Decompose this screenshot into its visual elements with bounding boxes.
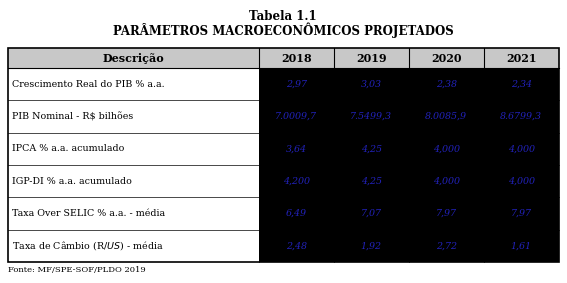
Text: 4,25: 4,25 xyxy=(361,144,382,153)
Text: Descrição: Descrição xyxy=(103,53,164,63)
Text: 2,38: 2,38 xyxy=(435,80,456,89)
Text: PARÂMETROS MACROECONÔMICOS PROJETADOS: PARÂMETROS MACROECONÔMICOS PROJETADOS xyxy=(113,22,454,38)
Text: 8.0085,9: 8.0085,9 xyxy=(425,112,467,121)
Text: 4,000: 4,000 xyxy=(433,177,459,186)
Bar xyxy=(8,230,259,262)
Text: 4,200: 4,200 xyxy=(283,177,310,186)
Bar xyxy=(259,165,559,197)
Text: IGP-DI % a.a. acumulado: IGP-DI % a.a. acumulado xyxy=(12,177,132,186)
Text: Taxa Over SELIC % a.a. - média: Taxa Over SELIC % a.a. - média xyxy=(12,209,165,218)
Text: 2019: 2019 xyxy=(356,53,387,63)
Bar xyxy=(259,230,559,262)
Text: Taxa de Câmbio (R$/US$) - média: Taxa de Câmbio (R$/US$) - média xyxy=(12,239,164,252)
Text: 7.0009,7: 7.0009,7 xyxy=(275,112,317,121)
Text: 2018: 2018 xyxy=(281,53,311,63)
Text: 7.5499,3: 7.5499,3 xyxy=(350,112,392,121)
Text: 1,61: 1,61 xyxy=(511,241,532,250)
Text: 6,49: 6,49 xyxy=(286,209,307,218)
Text: Crescimento Real do PIB % a.a.: Crescimento Real do PIB % a.a. xyxy=(12,80,164,89)
Bar xyxy=(8,100,259,133)
Text: 4,000: 4,000 xyxy=(433,144,459,153)
Text: 7,97: 7,97 xyxy=(511,209,532,218)
Text: 2,97: 2,97 xyxy=(286,80,307,89)
Text: 2,72: 2,72 xyxy=(435,241,456,250)
Text: 7,97: 7,97 xyxy=(435,209,456,218)
Bar xyxy=(259,197,559,230)
Bar xyxy=(8,165,259,197)
Bar xyxy=(8,133,259,165)
Text: 2020: 2020 xyxy=(431,53,462,63)
Text: 8.6799,3: 8.6799,3 xyxy=(500,112,542,121)
Text: Fonte: MF/SPE-SOF/PLDO 2019: Fonte: MF/SPE-SOF/PLDO 2019 xyxy=(8,266,146,274)
Text: 1,92: 1,92 xyxy=(361,241,382,250)
Bar xyxy=(259,133,559,165)
Bar xyxy=(259,68,559,100)
Text: PIB Nominal - R$ bilhões: PIB Nominal - R$ bilhões xyxy=(12,112,133,121)
Bar xyxy=(259,100,559,133)
Bar xyxy=(8,48,559,262)
Text: 4,000: 4,000 xyxy=(508,177,535,186)
Bar xyxy=(8,197,259,230)
Text: 2021: 2021 xyxy=(506,53,536,63)
Text: 2,48: 2,48 xyxy=(286,241,307,250)
Text: 3,64: 3,64 xyxy=(286,144,307,153)
Text: 7,07: 7,07 xyxy=(361,209,382,218)
Text: 2,34: 2,34 xyxy=(511,80,532,89)
Text: IPCA % a.a. acumulado: IPCA % a.a. acumulado xyxy=(12,144,124,153)
Text: 4,000: 4,000 xyxy=(508,144,535,153)
Text: Tabela 1.1: Tabela 1.1 xyxy=(249,10,317,23)
Text: 4,25: 4,25 xyxy=(361,177,382,186)
Text: 3,03: 3,03 xyxy=(361,80,382,89)
Bar xyxy=(8,68,259,100)
Bar xyxy=(8,48,559,68)
